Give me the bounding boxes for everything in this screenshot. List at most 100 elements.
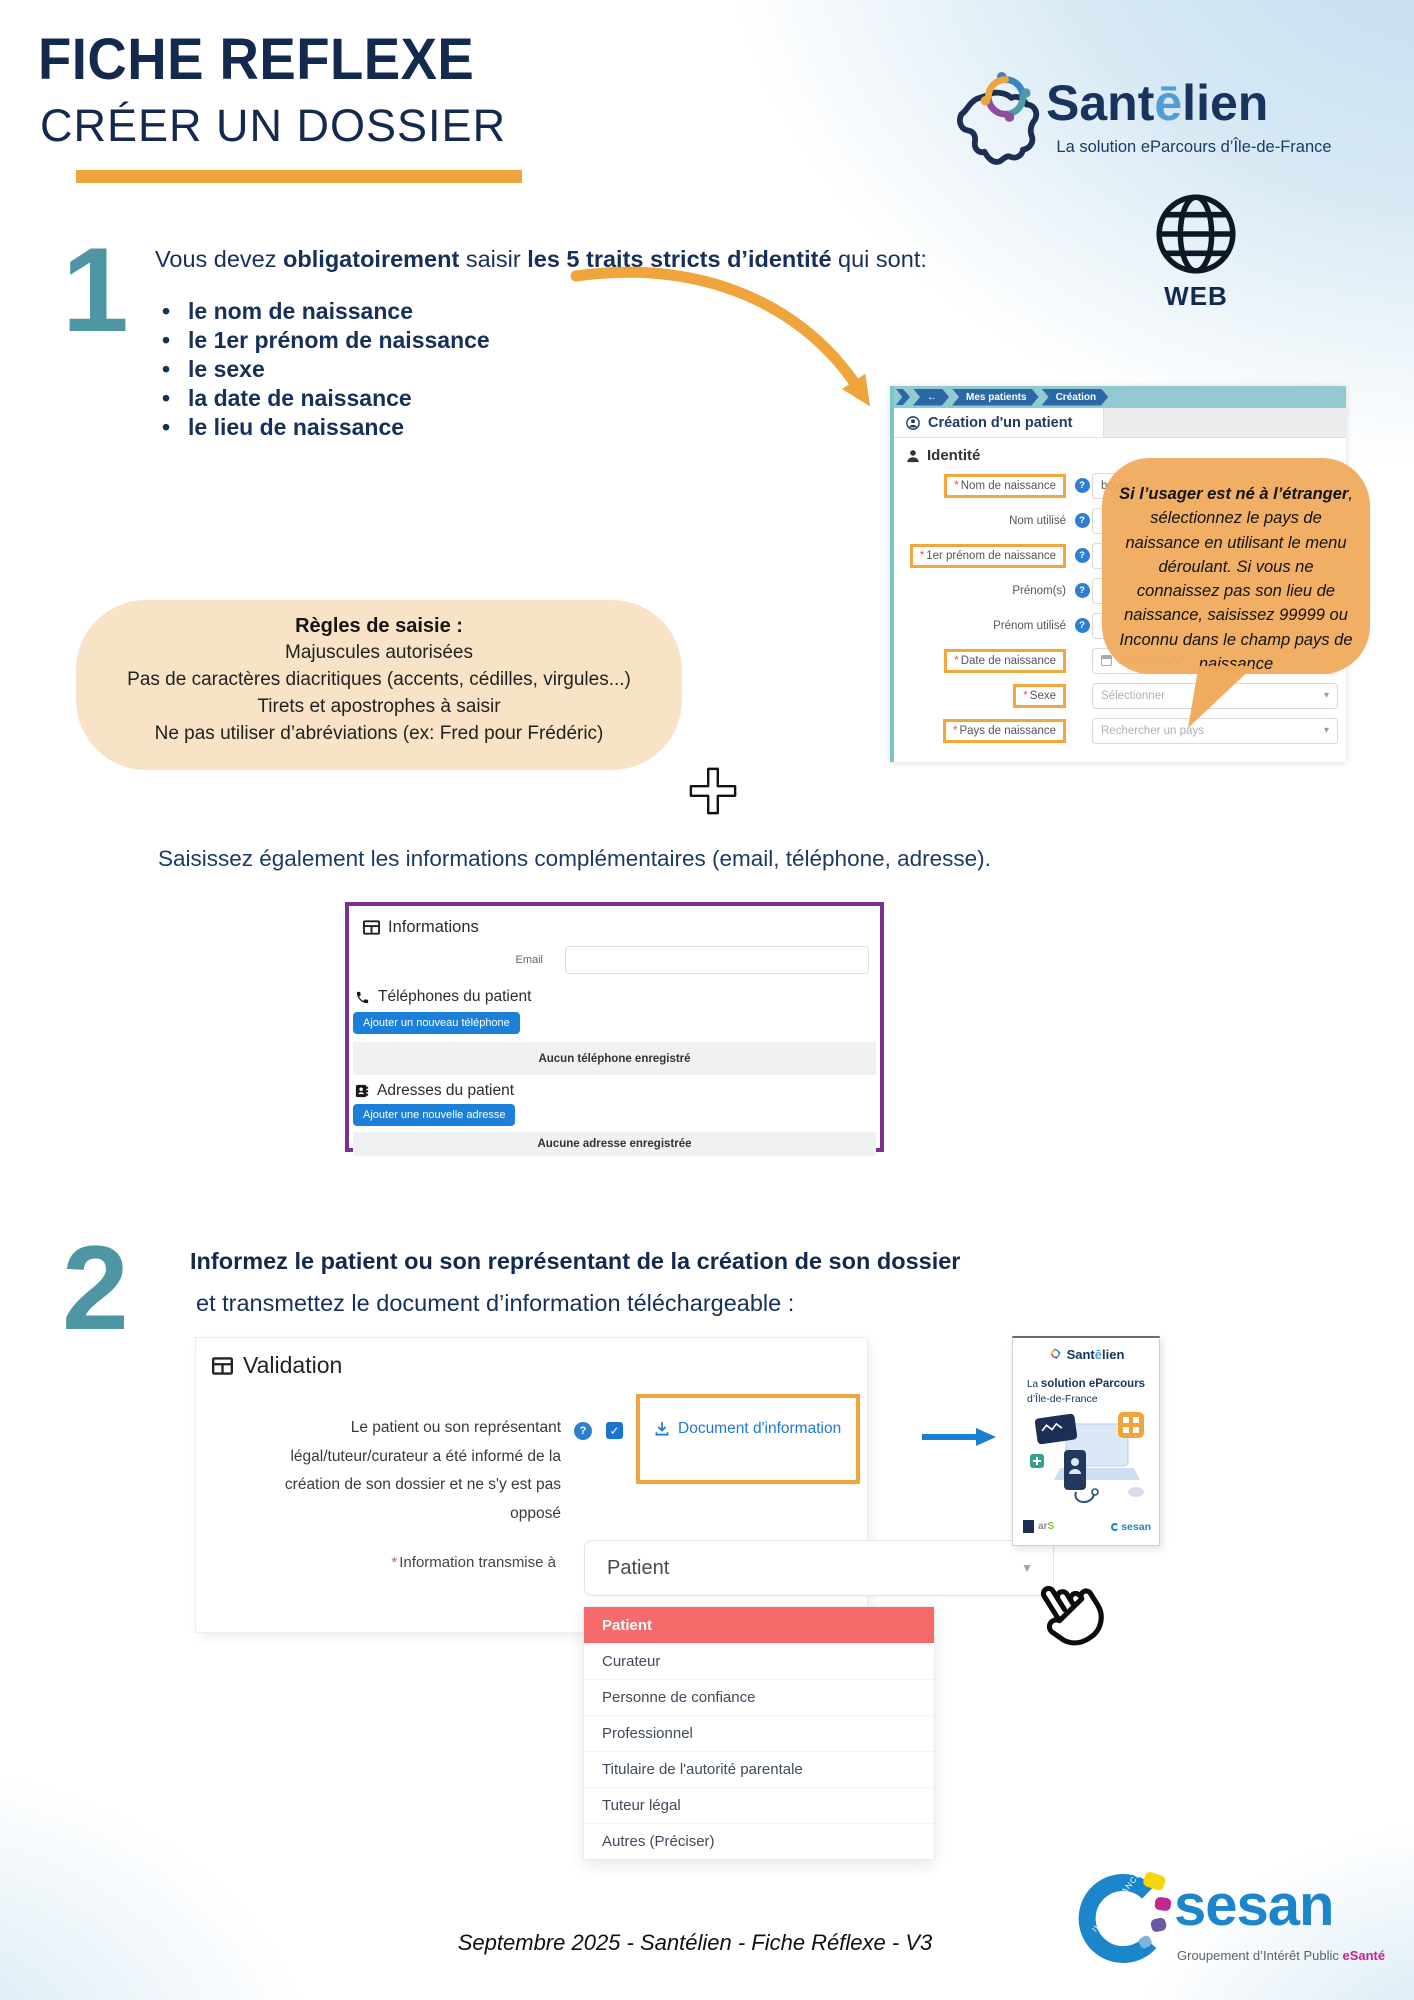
- grid-icon: [212, 1356, 233, 1375]
- chevron-down-icon: ▼: [1021, 1561, 1033, 1575]
- dropdown-option-tuteur-legal[interactable]: Tuteur légal: [584, 1787, 934, 1823]
- ars-logo: arS: [1038, 1521, 1055, 1532]
- bullet-icon: •: [162, 414, 171, 440]
- email-input[interactable]: [565, 946, 869, 974]
- brand-tagline: La solution eParcours d’Île-de-France: [1056, 138, 1332, 156]
- sesan-mini-logo: sesan: [1111, 1521, 1151, 1533]
- identity-section-header: Identité: [894, 438, 1346, 468]
- rules-line: Ne pas utiliser d’abréviations (ex: Fred…: [154, 722, 604, 744]
- help-icon[interactable]: ?: [1074, 513, 1090, 528]
- brand-e: ē: [1154, 75, 1183, 131]
- doc-line1: La solution eParcours: [1027, 1378, 1146, 1390]
- dropdown-option-curateur[interactable]: Curateur: [584, 1643, 934, 1679]
- people-swirl: [980, 71, 1031, 122]
- consent-label: Le patient ou son représentant légal/tut…: [284, 1419, 561, 1523]
- identity-traits-list: • le nom de naissance • le 1er prénom de n…: [162, 298, 490, 443]
- intro-t2: saisir: [459, 246, 528, 272]
- help-icon[interactable]: ?: [574, 1422, 592, 1440]
- doc-footer-logos: arS sesan: [1023, 1520, 1151, 1533]
- bullet-icon: •: [162, 356, 171, 382]
- transmit-dropdown: Patient Curateur Personne de confiance P…: [583, 1606, 935, 1860]
- breadcrumb: ← Mes patients Création: [894, 386, 1346, 408]
- phone-icon: [356, 991, 369, 1003]
- required-mark: *: [954, 479, 959, 492]
- dropdown-option-autres[interactable]: Autres (Préciser): [584, 1823, 934, 1859]
- validation-screenshot: Validation Le patient ou son représentan…: [196, 1338, 1054, 1632]
- field-label: Prénom utilisé: [993, 619, 1066, 632]
- field-row-pays-naissance: * Pays de naissance Rechercher un pays ▾: [894, 713, 1346, 748]
- document-info-link[interactable]: Document d'information: [654, 1420, 841, 1438]
- add-address-button[interactable]: Ajouter une nouvelle adresse: [353, 1104, 516, 1126]
- page-title: FICHE REFLEXE: [38, 27, 475, 92]
- field-label: Nom de naissance: [960, 479, 1056, 492]
- required-mark: *: [954, 654, 959, 667]
- sesan-wordmark: sesan: [1174, 1873, 1334, 1938]
- accent-bar: [76, 170, 522, 183]
- list-item: • le 1er prénom de naissance: [162, 327, 490, 353]
- bullet-icon: •: [162, 385, 171, 411]
- step2-number: 2: [62, 1221, 129, 1355]
- sesan-logo: ILE-DE-FRANCE sesan Groupement d’Intérêt…: [1078, 1868, 1388, 1998]
- field-label: 1er prénom de naissance: [926, 549, 1056, 562]
- plus-icon: [689, 767, 737, 815]
- tab-label: Création d'un patient: [928, 414, 1073, 431]
- add-phone-button[interactable]: Ajouter un nouveau téléphone: [353, 1012, 520, 1034]
- orange-arrow: [570, 266, 871, 407]
- intro-t3: qui sont:: [831, 246, 927, 272]
- gov-logo: [1023, 1520, 1034, 1533]
- step2-title: Informez le patient ou son représentant …: [190, 1248, 961, 1274]
- field-label: Nom utilisé: [1009, 514, 1066, 527]
- help-icon[interactable]: ?: [1074, 618, 1090, 633]
- required-mark: *: [919, 549, 925, 562]
- bullet-icon: •: [162, 298, 171, 324]
- no-phone-row: Aucun téléphone enregistré: [353, 1042, 876, 1075]
- informations-header: Informations: [363, 918, 479, 937]
- chevron-down-icon: ▾: [1323, 690, 1329, 701]
- list-item: • le lieu de naissance: [162, 414, 405, 440]
- santelien-mini-icon: [1049, 1348, 1061, 1359]
- list-item: • le nom de naissance: [162, 298, 413, 324]
- intro-t1: Vous devez: [155, 246, 284, 272]
- doc-illustration: [1030, 1412, 1144, 1503]
- no-address-row: Aucune adresse enregistrée: [353, 1132, 876, 1156]
- intro-b2: les 5 traits stricts d’identité: [527, 246, 832, 272]
- dropdown-option-personne-confiance[interactable]: Personne de confiance: [584, 1679, 934, 1715]
- dropdown-option-professionnel[interactable]: Professionnel: [584, 1715, 934, 1751]
- globe-icon: [1156, 194, 1236, 274]
- tab-creation-patient[interactable]: Création d'un patient: [894, 408, 1104, 437]
- contact-card-icon: [355, 1084, 369, 1098]
- pays-naissance-select[interactable]: Rechercher un pays ▾: [1092, 717, 1338, 744]
- transmit-select[interactable]: Patient ▼: [584, 1540, 1054, 1596]
- santelien-brand: Santēlien: [1046, 74, 1268, 132]
- required-mark: *: [1023, 689, 1028, 702]
- rules-line: Majuscules autorisées: [285, 642, 473, 663]
- consent-checkbox[interactable]: ✓: [606, 1422, 623, 1439]
- help-icon[interactable]: ?: [1074, 548, 1090, 563]
- rules-title: Règles de saisie :: [295, 615, 463, 637]
- transmit-label: * Information transmise à: [391, 1554, 556, 1571]
- required-mark: *: [391, 1554, 398, 1571]
- help-icon[interactable]: ?: [1074, 478, 1090, 493]
- page-subtitle: CRÉER UN DOSSIER: [40, 100, 507, 151]
- breadcrumb-creation[interactable]: Création: [1042, 389, 1109, 406]
- sesan-tagline: Groupement d’Intérêt Public eSanté: [1177, 1948, 1386, 1963]
- intro-b1: obligatoirement: [283, 246, 460, 272]
- brand-suffix: lien: [1182, 75, 1269, 131]
- brand-prefix: Sant: [1046, 75, 1155, 131]
- breadcrumb-mes-patients[interactable]: Mes patients: [952, 389, 1039, 406]
- validation-header: Validation: [212, 1352, 342, 1379]
- required-mark: *: [952, 724, 958, 737]
- bullet-icon: •: [162, 327, 171, 353]
- rules-line: Pas de caractères diacritiques (accents,…: [127, 668, 631, 690]
- hand-cursor-icon: [1040, 1585, 1104, 1646]
- field-row-sexe: * Sexe Sélectionner ▾: [894, 678, 1346, 713]
- sesan-c-icon: [1111, 1522, 1120, 1531]
- dropdown-option-patient[interactable]: Patient: [584, 1607, 934, 1643]
- footer-version-text: Septembre 2025 - Santélien - Fiche Réfle…: [457, 1930, 933, 1955]
- breadcrumb-back[interactable]: ←: [913, 389, 949, 406]
- list-item: • la date de naissance: [162, 385, 412, 411]
- help-icon[interactable]: ?: [1074, 583, 1090, 598]
- dropdown-option-autorite-parentale[interactable]: Titulaire de l'autorité parentale: [584, 1751, 934, 1787]
- foreign-birth-tip-bubble: Si l’usager est né à l’étranger, sélecti…: [1102, 458, 1370, 674]
